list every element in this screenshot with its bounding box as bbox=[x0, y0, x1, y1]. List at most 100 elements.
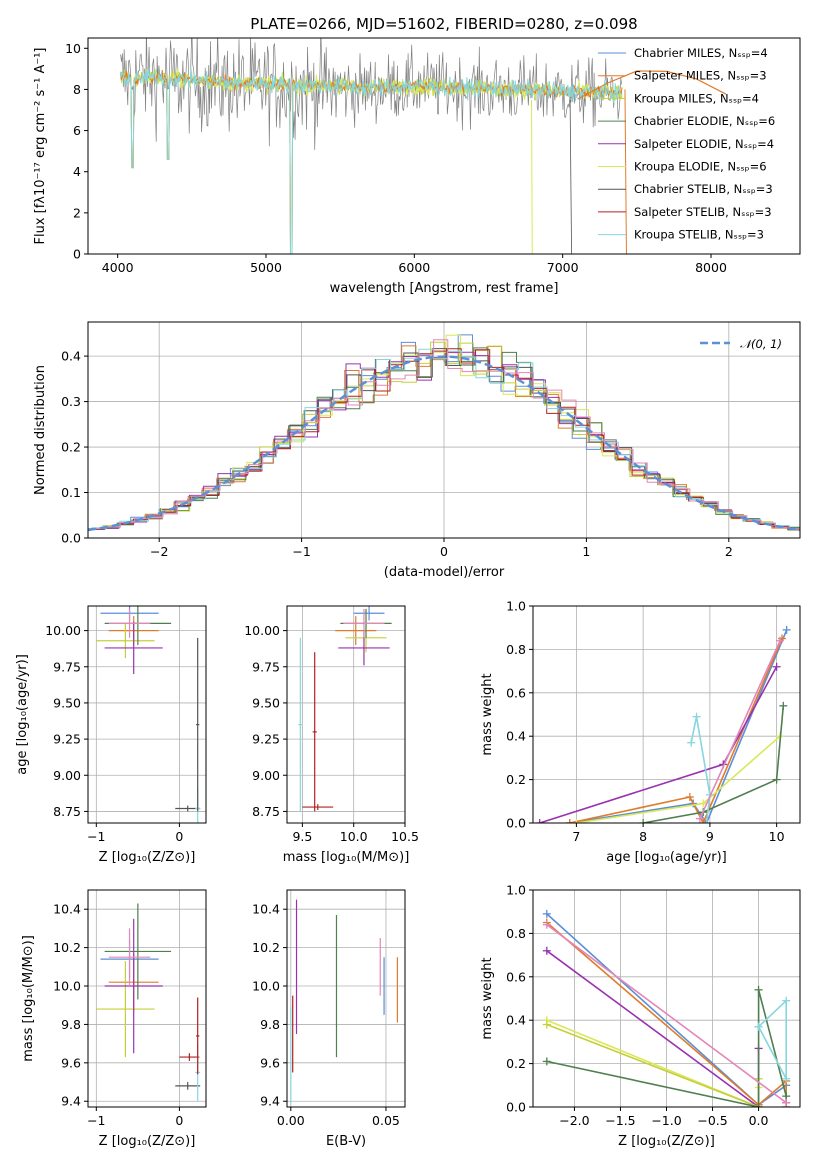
series-marker bbox=[542, 1020, 551, 1029]
y-tick-label: 10.00 bbox=[244, 623, 280, 638]
y-tick-label: 10.00 bbox=[45, 623, 81, 638]
y-tick-label: 10.2 bbox=[252, 940, 280, 955]
model-spectrum-line bbox=[120, 67, 623, 254]
y-tick-label: 0.6 bbox=[506, 685, 526, 700]
plot-area bbox=[290, 899, 398, 1104]
axes-mass_weight_vs_age: 7 8 9 10 0.0 0.2 0.4 0.6 0.8 1.0 age [log₁₀(age/yr… bbox=[480, 599, 801, 865]
x-axis-label: mass [log₁₀(M/M⊙)] bbox=[283, 850, 410, 865]
x-tick-label: 10.5 bbox=[391, 829, 419, 844]
axes-age_vs_Z: −1 0 8.75 9.00 9.25 9.50 9.75 10.00 Z [log₁₀(Z/Z… bbox=[15, 605, 207, 865]
y-tick-label: 8.75 bbox=[252, 804, 280, 819]
y-axis-label: mass weight bbox=[480, 673, 495, 755]
x-tick-label: −2.0 bbox=[559, 1113, 589, 1128]
x-axis-label: Z [log₁₀(Z/Z⊙)] bbox=[618, 1134, 715, 1149]
series-line bbox=[546, 924, 787, 1104]
series-marker bbox=[535, 819, 544, 823]
plot-area bbox=[298, 606, 392, 812]
x-tick-label: 0.00 bbox=[277, 1113, 305, 1128]
series-marker bbox=[775, 636, 784, 645]
x-axis-label: Z [log₁₀(Z/Z⊙)] bbox=[99, 850, 196, 865]
series-marker bbox=[699, 819, 708, 823]
y-axis-label: age [log₁₀(age/yr)] bbox=[15, 654, 30, 775]
y-tick-label: 0.4 bbox=[506, 729, 526, 744]
x-tick-label: −1.5 bbox=[605, 1113, 635, 1128]
axes-mass_weight_vs_Z: −2.0 −1.5 −1.0 −0.5 0.0 0.0 0.2 0.4 0.6 0.8 1.0 Z [… bbox=[480, 883, 801, 1149]
y-tick-label: 9.6 bbox=[61, 1055, 81, 1070]
legend-label: Kroupa ELODIE, Nₛₛₚ=6 bbox=[634, 160, 767, 174]
y-tick-label: 1.0 bbox=[506, 883, 526, 898]
y-tick-label: 9.00 bbox=[53, 768, 81, 783]
series-line bbox=[690, 716, 711, 823]
series-marker bbox=[754, 1022, 763, 1031]
y-tick-label: 9.6 bbox=[260, 1055, 280, 1070]
series-line bbox=[569, 638, 783, 823]
series-line bbox=[699, 640, 781, 820]
legend-label: Salpeter MILES, Nₛₛₚ=3 bbox=[634, 69, 767, 83]
series-marker bbox=[772, 775, 781, 784]
series-marker bbox=[687, 738, 696, 747]
x-tick-label: 10 bbox=[769, 829, 785, 844]
plot-area bbox=[542, 909, 791, 1107]
legend-label: Kroupa MILES, Nₛₛₚ=4 bbox=[634, 91, 759, 105]
y-tick-label: 10.2 bbox=[53, 940, 81, 955]
series-marker bbox=[754, 1103, 763, 1107]
axes-frame bbox=[87, 889, 207, 1108]
histogram-series bbox=[89, 347, 800, 530]
chart-title: PLATE=0266, MJD=51602, FIBERID=0280, z=0… bbox=[250, 15, 637, 33]
model-drop-line bbox=[624, 89, 627, 254]
x-tick-label: −2 bbox=[150, 544, 168, 559]
series-marker bbox=[782, 1098, 791, 1107]
axes-residuals: −2 −1 0 1 2 0.0 0.1 0.2 0.3 0.4 (data-model)/error… bbox=[33, 321, 801, 580]
y-tick-label: 0.4 bbox=[61, 349, 81, 364]
x-axis-label: (data-model)/error bbox=[384, 565, 505, 580]
histogram-series bbox=[89, 351, 800, 530]
series-marker bbox=[779, 701, 788, 710]
axes-mass_vs_Z: −1 0 9.4 9.6 9.8 10.0 10.2 10.4 Z [log₁₀(Z/Z⊙)] m… bbox=[21, 889, 207, 1149]
x-tick-label: 10.0 bbox=[340, 829, 368, 844]
model-drop-line bbox=[531, 99, 533, 254]
y-tick-label: 9.4 bbox=[61, 1094, 81, 1109]
model-drop-line bbox=[569, 99, 572, 254]
y-tick-label: 6 bbox=[73, 123, 81, 138]
series-marker bbox=[782, 625, 791, 634]
y-tick-label: 9.00 bbox=[252, 768, 280, 783]
y-tick-label: 9.25 bbox=[53, 732, 81, 747]
y-tick-label: 1.0 bbox=[506, 599, 526, 614]
y-tick-label: 9.8 bbox=[260, 1017, 280, 1032]
y-tick-label: 8 bbox=[73, 82, 81, 97]
series-marker bbox=[685, 792, 694, 801]
axes-mass_vs_EBV: 0.00 0.05 9.4 9.6 9.8 10.0 10.2 10.4 E(B-V) bbox=[252, 889, 406, 1149]
y-tick-label: 0.8 bbox=[506, 642, 526, 657]
y-tick-label: 10.0 bbox=[252, 979, 280, 994]
legend-label: Chabrier ELODIE, Nₛₛₚ=6 bbox=[634, 114, 775, 128]
axes-spectrum: 4000 5000 6000 7000 8000 0 2 4 6 8 10 wavelength [A… bbox=[33, 15, 801, 296]
histogram-series bbox=[90, 348, 800, 531]
y-axis-label: mass [log₁₀(M/M⊙)] bbox=[21, 935, 36, 1062]
x-tick-label: 0 bbox=[175, 829, 183, 844]
y-tick-label: 9.4 bbox=[260, 1094, 280, 1109]
y-tick-label: 0.6 bbox=[506, 969, 526, 984]
legend-label: Chabrier MILES, Nₛₛₚ=4 bbox=[634, 46, 768, 60]
x-tick-label: 5000 bbox=[250, 260, 282, 275]
plot-area bbox=[96, 903, 201, 1102]
y-tick-label: 10.4 bbox=[53, 902, 81, 917]
model-tail-line bbox=[577, 70, 727, 100]
legend: 𝒩(0, 1) bbox=[700, 337, 782, 351]
normal-curve bbox=[88, 355, 800, 532]
y-tick-label: 0.8 bbox=[506, 926, 526, 941]
axes-frame bbox=[87, 321, 801, 539]
x-tick-label: 9.5 bbox=[292, 829, 312, 844]
y-tick-label: 9.75 bbox=[53, 659, 81, 674]
series-marker bbox=[572, 819, 581, 823]
x-tick-label: −0.5 bbox=[697, 1113, 727, 1128]
series-marker bbox=[754, 985, 763, 994]
axes-frame bbox=[87, 605, 207, 824]
x-tick-label: 4000 bbox=[102, 260, 134, 275]
x-tick-label: 0 bbox=[175, 1113, 183, 1128]
y-tick-label: 9.75 bbox=[252, 659, 280, 674]
x-tick-label: −1 bbox=[87, 829, 105, 844]
x-axis-label: E(B-V) bbox=[326, 1134, 366, 1149]
y-tick-label: 0.0 bbox=[506, 816, 526, 831]
x-axis-label: age [log₁₀(age/yr)] bbox=[606, 850, 727, 865]
